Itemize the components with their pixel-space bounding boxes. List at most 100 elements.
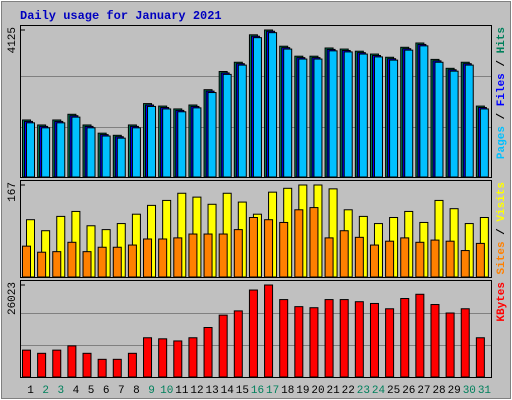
bar — [233, 310, 243, 378]
bar — [158, 238, 168, 278]
bar — [147, 105, 157, 178]
bar — [358, 53, 368, 178]
bar — [279, 299, 289, 378]
bar — [389, 59, 399, 178]
x-tick-label: 12 — [190, 385, 203, 397]
bar — [173, 237, 183, 278]
legend-entry: KBytes — [496, 282, 508, 322]
bar — [207, 92, 217, 178]
bar — [339, 299, 349, 378]
x-tick-label: 4 — [73, 385, 80, 397]
bar — [52, 349, 62, 378]
y-tick-label: 26023 — [7, 282, 19, 315]
bar — [373, 56, 383, 178]
bar — [460, 250, 470, 278]
bar — [328, 50, 338, 178]
legend-entry: Visits — [496, 182, 508, 222]
bar — [294, 306, 304, 378]
legend: Sites / Visits — [496, 182, 508, 274]
bar — [237, 64, 247, 178]
bar — [82, 352, 92, 378]
bar — [415, 241, 425, 278]
bar — [294, 209, 304, 278]
bar — [464, 64, 474, 178]
bar — [252, 37, 262, 178]
bar — [233, 229, 243, 278]
x-tick-label: 10 — [160, 385, 173, 397]
legend-entry: Files — [496, 73, 508, 106]
bar — [97, 358, 107, 378]
bar — [268, 32, 278, 178]
bar — [52, 251, 62, 278]
legend-entry: Hits — [496, 27, 508, 53]
legend: Pages / Files / Hits — [496, 27, 508, 159]
bar — [158, 338, 168, 378]
bar — [143, 337, 153, 378]
bar — [71, 116, 81, 178]
bar — [116, 137, 126, 178]
x-tick-label: 20 — [311, 385, 324, 397]
bar — [309, 207, 319, 278]
bar — [369, 244, 379, 278]
bar — [400, 298, 410, 378]
bar — [248, 289, 258, 378]
bar — [218, 314, 228, 378]
x-tick-label: 13 — [206, 385, 219, 397]
x-tick-label: 24 — [372, 385, 386, 397]
bar — [434, 61, 444, 178]
bar — [309, 307, 319, 378]
bar — [264, 219, 274, 278]
bar — [22, 245, 31, 278]
bar — [354, 301, 364, 378]
x-tick-label: 26 — [402, 385, 415, 397]
bar — [162, 108, 172, 178]
x-tick-label: 7 — [118, 385, 125, 397]
bar — [248, 217, 258, 278]
legend: KBytes — [496, 282, 508, 322]
bar — [188, 233, 198, 278]
bar — [82, 251, 92, 278]
x-tick-label: 1 — [27, 385, 34, 397]
bar — [449, 70, 459, 178]
bar — [22, 349, 31, 378]
bar — [67, 241, 77, 278]
bar — [37, 352, 47, 378]
bar — [283, 48, 293, 178]
bar — [131, 127, 141, 178]
bar — [404, 49, 414, 178]
bar — [127, 352, 137, 378]
y-tick-label: 167 — [7, 182, 19, 202]
bar — [385, 240, 395, 278]
x-tick-label: 22 — [342, 385, 355, 397]
bar — [298, 58, 308, 178]
x-tick-label: 14 — [221, 385, 235, 397]
legend-entry: Pages — [496, 126, 508, 159]
bar — [222, 73, 232, 178]
bar — [112, 358, 122, 378]
bar — [419, 45, 429, 178]
bar — [101, 135, 111, 178]
bar — [475, 242, 485, 278]
bar — [264, 284, 274, 378]
bar — [430, 304, 440, 378]
legend-separator: / — [496, 106, 508, 126]
bar — [177, 111, 187, 178]
bar — [430, 239, 440, 278]
bar — [26, 122, 35, 178]
x-tick-label: 8 — [133, 385, 140, 397]
x-tick-label: 23 — [357, 385, 370, 397]
x-tick-label: 28 — [432, 385, 445, 397]
x-tick-label: 9 — [148, 385, 155, 397]
legend-entry: Sites — [496, 241, 508, 274]
bar — [97, 246, 107, 278]
bar — [192, 107, 202, 178]
x-tick-label: 3 — [58, 385, 65, 397]
bar — [203, 327, 213, 378]
bar — [188, 337, 198, 378]
bar — [143, 238, 153, 278]
bar — [415, 293, 425, 378]
bar — [445, 312, 455, 378]
bar — [324, 299, 334, 378]
